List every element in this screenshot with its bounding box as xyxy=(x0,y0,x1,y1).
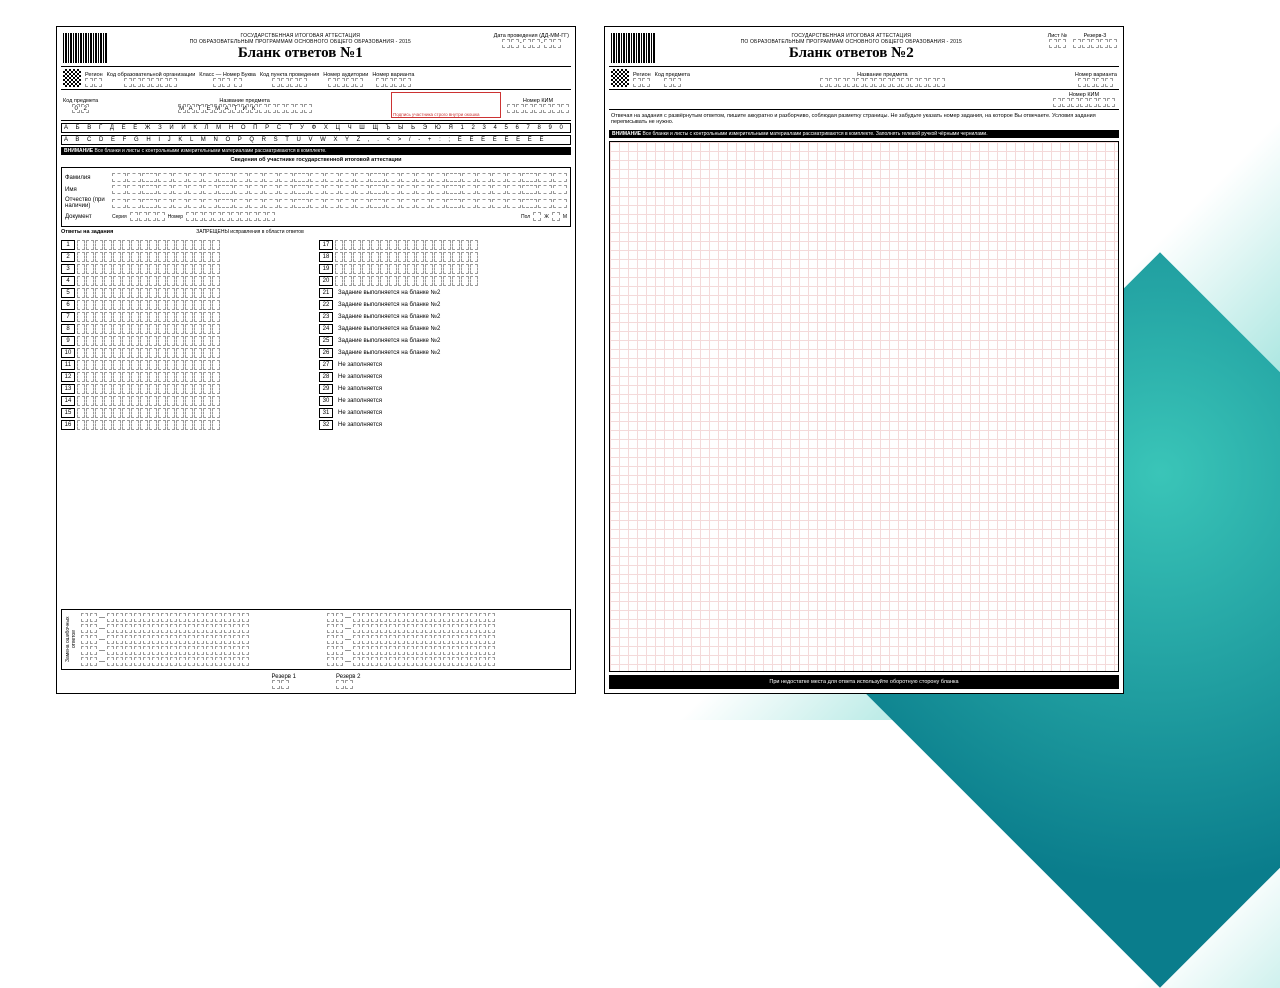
answer-form-1: ГОСУДАРСТВЕННАЯ ИТОГОВАЯ АТТЕСТАЦИЯ ПО О… xyxy=(56,26,576,694)
replace-section: Замена ошибочных ответов —————————— xyxy=(61,609,571,670)
form2-title: Бланк ответов №2 xyxy=(659,45,1044,62)
barcode xyxy=(611,33,655,63)
region-cells[interactable] xyxy=(85,78,102,87)
answers-grid: 12345678910111213141516 1718192021Задани… xyxy=(61,238,571,606)
subject-name[interactable]: МАТЕМАТИК xyxy=(178,104,312,113)
barcode xyxy=(63,33,107,63)
alphabet-ru: А Б В Г Д Е Ё Ж З И Й К Л М Н О П Р С Т … xyxy=(61,123,571,133)
date-cells[interactable]: -- xyxy=(502,39,561,48)
form1-title: Бланк ответов №1 xyxy=(111,45,490,62)
answer-form-2: ГОСУДАРСТВЕННАЯ ИТОГОВАЯ АТТЕСТАЦИЯ ПО О… xyxy=(604,26,1124,694)
alphabet-en: A B C D E F G H I J K L M N O P Q R S T … xyxy=(61,135,571,145)
writing-grid[interactable] xyxy=(609,141,1119,672)
corner-mark xyxy=(613,677,623,687)
corner-mark xyxy=(1105,677,1115,687)
sign-box[interactable]: Подпись участника строго внутри окошка xyxy=(391,92,501,118)
qr-code xyxy=(611,69,629,87)
subject-code[interactable]: 02 xyxy=(72,104,89,113)
form2-instruction: Отвечая на задания с развёрнутым ответом… xyxy=(611,113,1117,125)
qr-code xyxy=(63,69,81,87)
personal-info: Фамилия Имя Отчество (при наличии) Докум… xyxy=(61,167,571,227)
